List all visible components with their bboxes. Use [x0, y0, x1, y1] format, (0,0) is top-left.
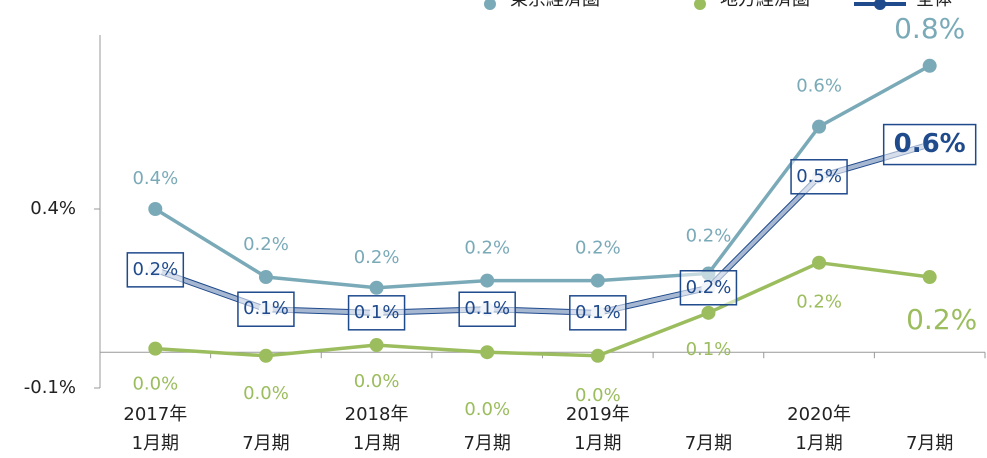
x-tick-label: 7月期	[685, 433, 732, 454]
data-label: 0.0%	[354, 371, 400, 392]
data-label: 0.2%	[132, 259, 178, 280]
data-label: 0.2%	[796, 292, 842, 313]
data-label: 0.1%	[686, 339, 732, 360]
x-tick-label: 1月期	[132, 433, 179, 454]
data-label: 0.4%	[132, 168, 178, 189]
x-tick-label: 2017年	[123, 404, 187, 425]
legend-marker	[484, 0, 496, 10]
data-label: 0.1%	[464, 298, 510, 319]
point	[369, 338, 384, 353]
data-label: 0.1%	[575, 302, 621, 323]
point	[480, 273, 495, 288]
data-label: 0.0%	[243, 383, 289, 404]
data-label: 0.6%	[796, 76, 842, 97]
point	[812, 119, 827, 134]
x-tick-label: 7月期	[242, 433, 289, 454]
series-line	[154, 64, 931, 290]
point	[590, 273, 605, 288]
point	[922, 58, 937, 73]
legend-label: 全体	[916, 0, 952, 10]
x-tick-label: 1月期	[574, 433, 621, 454]
legend-marker	[874, 0, 886, 10]
data-label: 0.6%	[894, 129, 966, 159]
label-box	[126, 252, 185, 288]
data-label: 0.1%	[243, 298, 289, 319]
point	[701, 305, 716, 320]
data-label: 0.2%	[464, 238, 510, 259]
x-tick-label: 2018年	[345, 404, 409, 425]
data-label: 0.2%	[686, 225, 732, 246]
point	[812, 255, 827, 270]
data-label: 0.2%	[686, 277, 732, 298]
label-box	[790, 159, 848, 195]
data-label: 0.5%	[796, 166, 842, 187]
data-label: 0.2%	[243, 234, 289, 255]
label-box	[882, 123, 977, 166]
label-box	[458, 291, 516, 327]
data-label: 0.2%	[575, 238, 621, 259]
point	[590, 348, 605, 363]
point	[258, 270, 273, 285]
label-box	[347, 295, 406, 331]
y-tick-label: -0.1%	[24, 377, 76, 398]
x-tick-label: 7月期	[463, 433, 510, 454]
data-label: 0.1%	[354, 302, 400, 323]
x-tick-label: 1月期	[353, 433, 400, 454]
x-tick-label: 1月期	[795, 433, 842, 454]
y-tick-label: 0.4%	[30, 198, 76, 219]
legend-marker	[694, 0, 706, 10]
label-box	[679, 270, 738, 306]
x-tick-label: 2019年	[566, 404, 630, 425]
point	[148, 341, 163, 356]
x-tick-label: 7月期	[906, 433, 953, 454]
data-label: 0.0%	[132, 374, 178, 395]
data-label: 0.0%	[575, 385, 621, 406]
series-line	[155, 260, 930, 358]
label-box	[237, 291, 295, 327]
point	[369, 280, 384, 295]
point	[258, 348, 273, 363]
point	[922, 270, 937, 285]
data-label: 0.8%	[894, 12, 965, 45]
x-tick-label: 2020年	[787, 404, 851, 425]
legend-label: 地方経済圏	[720, 0, 810, 10]
point	[480, 345, 495, 360]
data-label: 0.0%	[464, 399, 510, 420]
label-box	[569, 295, 627, 331]
data-label: 0.2%	[354, 247, 400, 268]
data-label: 0.2%	[906, 303, 977, 336]
legend-label: 東京経済圏	[510, 0, 600, 10]
point	[148, 202, 163, 216]
